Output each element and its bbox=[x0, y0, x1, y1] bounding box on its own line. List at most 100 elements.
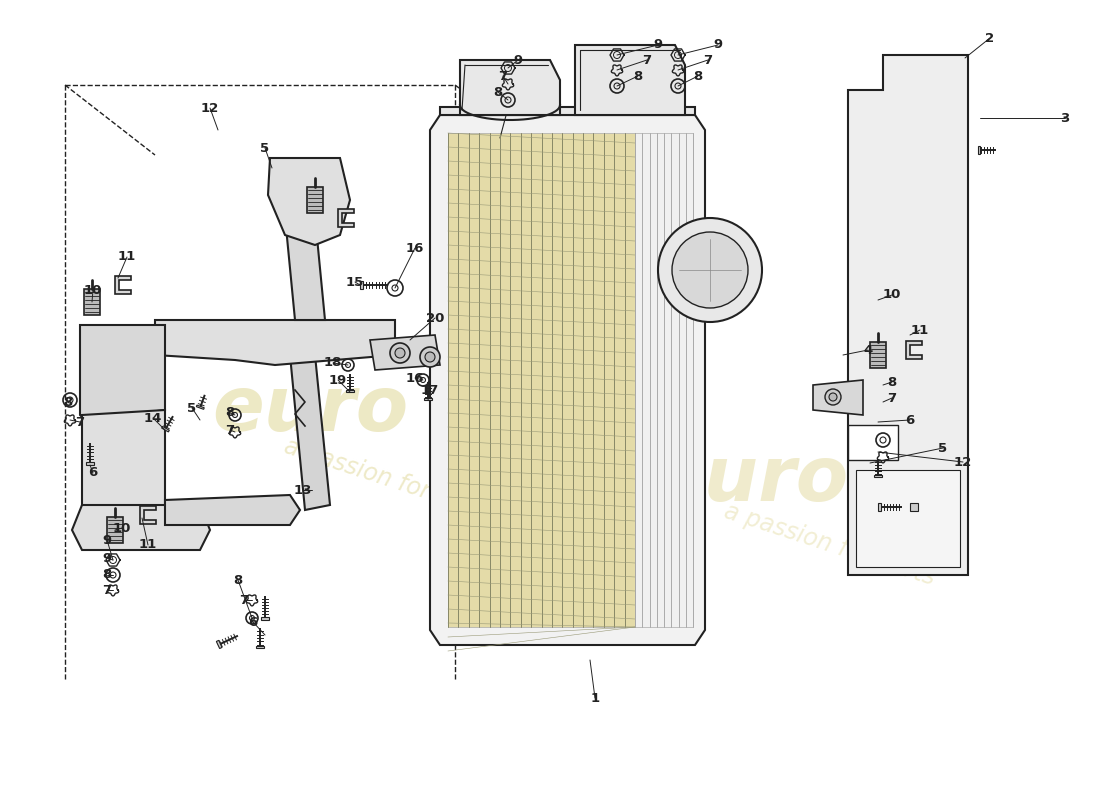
Text: euro: euro bbox=[212, 373, 408, 447]
Text: 13: 13 bbox=[294, 483, 312, 497]
Polygon shape bbox=[86, 462, 94, 465]
Text: 4: 4 bbox=[864, 343, 872, 357]
Circle shape bbox=[672, 232, 748, 308]
Polygon shape bbox=[878, 503, 881, 511]
Circle shape bbox=[420, 347, 440, 367]
Circle shape bbox=[825, 389, 842, 405]
Text: 15: 15 bbox=[345, 275, 364, 289]
Text: 7: 7 bbox=[226, 423, 234, 437]
Text: 6: 6 bbox=[88, 466, 98, 479]
Polygon shape bbox=[116, 276, 131, 294]
Bar bbox=[84, 289, 100, 315]
Polygon shape bbox=[978, 146, 980, 154]
Polygon shape bbox=[848, 425, 898, 460]
Text: 7: 7 bbox=[240, 594, 249, 606]
Polygon shape bbox=[430, 115, 705, 645]
Polygon shape bbox=[848, 55, 968, 575]
Polygon shape bbox=[460, 60, 560, 115]
Circle shape bbox=[425, 352, 435, 362]
Bar bbox=[910, 503, 918, 511]
Text: 6: 6 bbox=[905, 414, 914, 426]
Polygon shape bbox=[80, 325, 165, 420]
Text: 9: 9 bbox=[514, 54, 522, 66]
Text: a passion for parts: a passion for parts bbox=[282, 434, 498, 526]
Text: 12: 12 bbox=[954, 455, 972, 469]
Polygon shape bbox=[856, 470, 960, 567]
Text: 7: 7 bbox=[703, 54, 713, 66]
Polygon shape bbox=[874, 475, 882, 477]
Polygon shape bbox=[575, 45, 685, 115]
Text: 19: 19 bbox=[329, 374, 348, 386]
Polygon shape bbox=[290, 355, 330, 510]
Bar bbox=[107, 517, 123, 543]
Polygon shape bbox=[280, 165, 324, 320]
Text: 20: 20 bbox=[426, 311, 444, 325]
Text: 7: 7 bbox=[102, 583, 111, 597]
Text: 6: 6 bbox=[249, 615, 257, 629]
Text: 7: 7 bbox=[642, 54, 651, 66]
Text: 12: 12 bbox=[201, 102, 219, 114]
Text: 10: 10 bbox=[113, 522, 131, 534]
Text: 9: 9 bbox=[653, 38, 662, 51]
Circle shape bbox=[829, 393, 837, 401]
Bar bbox=[307, 187, 323, 213]
Polygon shape bbox=[906, 341, 922, 359]
Polygon shape bbox=[162, 426, 169, 432]
Circle shape bbox=[395, 348, 405, 358]
Polygon shape bbox=[72, 505, 210, 550]
Text: 11: 11 bbox=[118, 250, 136, 263]
Text: 16: 16 bbox=[406, 371, 425, 385]
Text: 8: 8 bbox=[102, 569, 111, 582]
Polygon shape bbox=[82, 410, 165, 510]
Polygon shape bbox=[256, 646, 264, 648]
Text: 1: 1 bbox=[591, 691, 600, 705]
Text: 7: 7 bbox=[498, 70, 507, 82]
Polygon shape bbox=[360, 281, 363, 289]
Text: 8: 8 bbox=[64, 395, 73, 409]
Text: 7: 7 bbox=[76, 415, 85, 429]
Text: 3: 3 bbox=[1060, 111, 1069, 125]
Polygon shape bbox=[346, 390, 354, 392]
Polygon shape bbox=[370, 335, 440, 370]
Polygon shape bbox=[813, 380, 864, 415]
Text: 9: 9 bbox=[102, 551, 111, 565]
Polygon shape bbox=[261, 617, 268, 620]
Text: 8: 8 bbox=[888, 375, 896, 389]
Text: 5: 5 bbox=[261, 142, 270, 154]
Text: 11: 11 bbox=[139, 538, 157, 551]
Text: 17: 17 bbox=[421, 383, 439, 397]
Text: 8: 8 bbox=[693, 70, 703, 82]
Text: 16: 16 bbox=[406, 242, 425, 254]
Polygon shape bbox=[165, 495, 300, 525]
Polygon shape bbox=[635, 133, 693, 627]
Text: 5: 5 bbox=[187, 402, 197, 414]
Text: 11: 11 bbox=[911, 323, 930, 337]
Polygon shape bbox=[140, 506, 156, 524]
Text: 5: 5 bbox=[938, 442, 947, 454]
Text: 9: 9 bbox=[714, 38, 723, 51]
Polygon shape bbox=[440, 107, 695, 115]
Text: 10: 10 bbox=[84, 283, 102, 297]
Polygon shape bbox=[448, 133, 635, 627]
Text: 8: 8 bbox=[226, 406, 234, 419]
Text: a passion for parts: a passion for parts bbox=[722, 499, 938, 590]
Text: 7: 7 bbox=[888, 391, 896, 405]
Text: 8: 8 bbox=[494, 86, 503, 98]
Text: 8: 8 bbox=[233, 574, 243, 586]
Text: 9: 9 bbox=[102, 534, 111, 546]
Text: 8: 8 bbox=[634, 70, 642, 82]
Polygon shape bbox=[155, 320, 395, 365]
Polygon shape bbox=[217, 640, 222, 649]
Text: 18: 18 bbox=[323, 357, 342, 370]
Text: 14: 14 bbox=[144, 411, 162, 425]
Polygon shape bbox=[268, 158, 350, 245]
Text: euro: euro bbox=[652, 443, 848, 517]
Bar bbox=[870, 342, 886, 368]
Circle shape bbox=[390, 343, 410, 363]
Circle shape bbox=[658, 218, 762, 322]
Polygon shape bbox=[338, 209, 354, 227]
Text: 10: 10 bbox=[883, 289, 901, 302]
Polygon shape bbox=[425, 398, 432, 400]
Polygon shape bbox=[196, 405, 205, 410]
Text: 2: 2 bbox=[986, 31, 994, 45]
